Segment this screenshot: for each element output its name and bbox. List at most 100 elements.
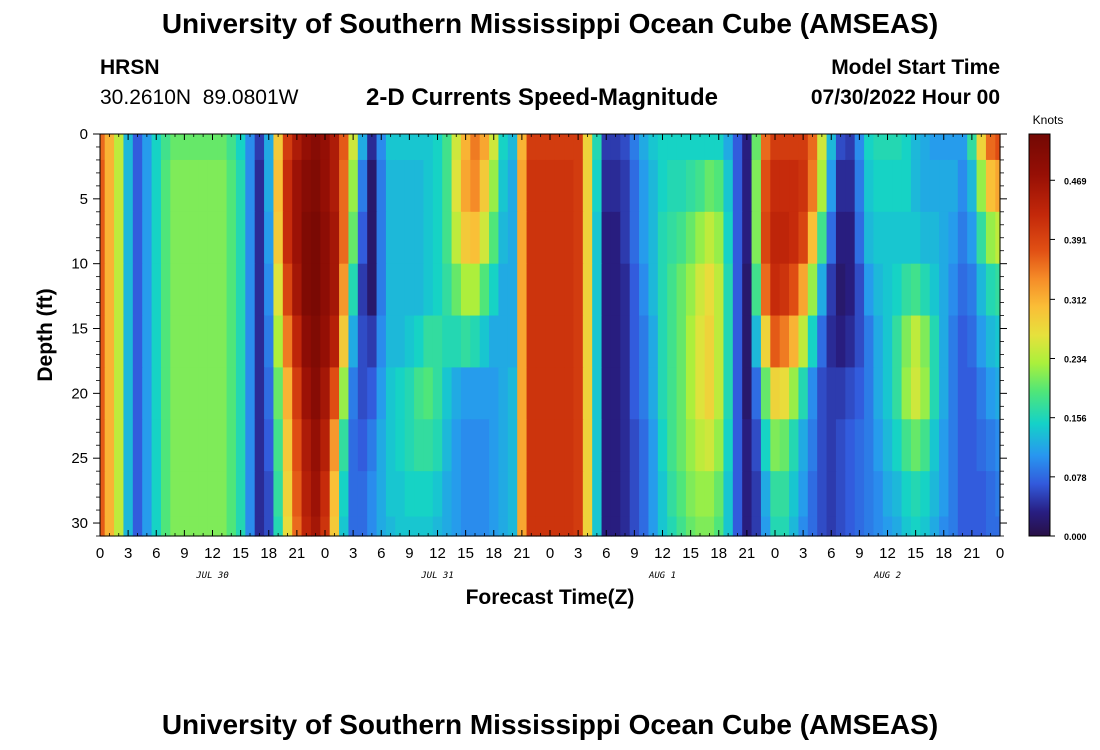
heatmap-cell [789,516,800,537]
y-tick-label: 25 [71,450,88,467]
heatmap-cell [648,516,659,537]
date-label: AUG 2 [873,571,901,581]
heatmap-cell [695,516,706,537]
heatmap-cell [901,471,912,518]
heatmap-cell [310,367,321,420]
heatmap-cell [245,134,256,161]
heatmap-cell [582,471,593,518]
heatmap-cell [123,419,134,472]
heatmap-cell [704,315,715,369]
heatmap-cell [985,315,996,369]
heatmap-cell [320,367,331,420]
heatmap-cell [685,263,696,317]
heatmap-cell [423,134,434,161]
heatmap-cell [545,419,556,472]
heatmap-cell [395,516,406,537]
heatmap-cell [817,419,828,472]
heatmap-cell [189,159,200,213]
heatmap-cell [732,516,743,537]
heatmap-cell [610,134,621,161]
heatmap-cell [685,419,696,472]
heatmap-cell [357,315,368,369]
heatmap-cell [273,159,284,213]
heatmap-cell [498,263,509,317]
heatmap-cell [264,211,275,265]
heatmap-cell [592,211,603,265]
heatmap-cell [367,211,378,265]
colorbar-unit: Knots [1033,113,1064,127]
heatmap-cell [948,419,959,472]
heatmap-cell [929,315,940,369]
heatmap-cell [601,367,612,420]
heatmap-cell [526,516,537,537]
heatmap-cell [357,471,368,518]
heatmap-cell [292,211,303,265]
heatmap-cell [442,211,453,265]
heatmap-cell [414,471,425,518]
heatmap-cell [826,367,837,420]
heatmap-cell [807,211,818,265]
heatmap-cell [339,159,350,213]
heatmap-cell [123,263,134,317]
heatmap-cell [957,471,968,518]
heatmap-cell [498,134,509,161]
heatmap-cell [920,419,931,472]
heatmap-cell [179,516,190,537]
heatmap-cell [742,471,753,518]
heatmap-cell [770,367,781,420]
heatmap-cell [207,211,218,265]
heatmap-cell [807,419,818,472]
heatmap-cell [517,315,528,369]
date-label: JUL 30 [195,571,229,581]
heatmap-cell [592,159,603,213]
heatmap-cell [639,211,650,265]
heatmap-cell [854,263,865,317]
heatmap-cell [854,211,865,265]
heatmap-cell [217,471,228,518]
heatmap-cell [704,263,715,317]
heatmap-cell [723,134,734,161]
heatmap-cell [198,159,209,213]
heatmap-cell [742,367,753,420]
heatmap-cell [489,419,500,472]
heatmap-cell [489,263,500,317]
heatmap-cell [104,134,115,161]
heatmap-cell [348,263,359,317]
heatmap-cell [282,263,293,317]
heatmap-cell [423,211,434,265]
heatmap-cell [320,315,331,369]
heatmap-cell [864,315,875,369]
heatmap-cell [864,367,875,420]
heatmap-cell [160,263,171,317]
heatmap-cell [620,315,631,369]
heatmap-cell [142,516,153,537]
heatmap-cell [629,367,640,420]
heatmap-cell [132,516,143,537]
heatmap-cell [826,419,837,472]
heatmap-cell [892,211,903,265]
heatmap-cell [939,471,950,518]
heatmap-cell [882,471,893,518]
heatmap-cell [573,315,584,369]
heatmap-cell [976,471,987,518]
heatmap-cell [151,211,162,265]
heatmap-cell [845,419,856,472]
heatmap-cell [995,419,1001,472]
heatmap-cell [873,263,884,317]
heatmap-cell [742,315,753,369]
heatmap-cell [329,471,340,518]
heatmap-cell [442,419,453,472]
heatmap-cell [676,471,687,518]
heatmap-cell [714,419,725,472]
heatmap-cell [479,211,490,265]
colorbar-tick-label: 0.156 [1064,414,1087,424]
heatmap-cell [179,315,190,369]
heatmap-cell [798,516,809,537]
heatmap-cell [564,367,575,420]
heatmap-cell [132,471,143,518]
heatmap-cell [217,315,228,369]
heatmap-cell [629,419,640,472]
heatmap-cell [760,367,771,420]
heatmap-cell [470,419,481,472]
heatmap-cell [845,471,856,518]
